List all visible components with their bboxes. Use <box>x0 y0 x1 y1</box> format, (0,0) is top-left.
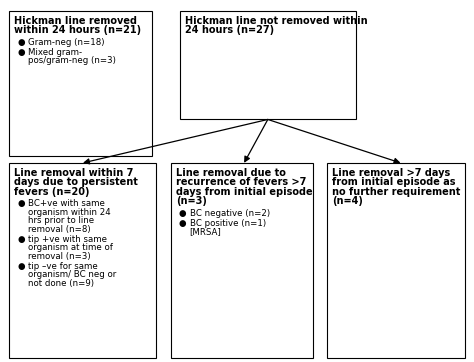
Text: Mixed gram-: Mixed gram- <box>28 48 82 57</box>
Text: ●: ● <box>179 209 186 218</box>
Text: BC positive (n=1): BC positive (n=1) <box>190 219 266 228</box>
Text: organism within 24: organism within 24 <box>28 208 111 217</box>
Text: ●: ● <box>18 38 25 47</box>
Text: pos/gram-neg (n=3): pos/gram-neg (n=3) <box>28 56 116 66</box>
Bar <box>9 11 152 156</box>
Text: organism at time of: organism at time of <box>28 243 113 252</box>
Text: hrs prior to line: hrs prior to line <box>28 216 95 226</box>
Text: BC negative (n=2): BC negative (n=2) <box>190 209 270 218</box>
Text: removal (n=8): removal (n=8) <box>28 225 91 234</box>
Text: ●: ● <box>18 235 25 244</box>
Text: not done (n=9): not done (n=9) <box>28 279 94 288</box>
Text: ●: ● <box>18 199 25 209</box>
Text: Line removal >7 days: Line removal >7 days <box>332 168 450 178</box>
Text: [MRSA]: [MRSA] <box>190 227 221 236</box>
Text: Hickman line not removed within: Hickman line not removed within <box>185 16 368 26</box>
Text: no further requirement: no further requirement <box>332 187 460 197</box>
Text: tip –ve for same: tip –ve for same <box>28 262 98 271</box>
Text: ●: ● <box>18 48 25 57</box>
Bar <box>327 163 465 358</box>
Text: recurrence of fevers >7: recurrence of fevers >7 <box>176 177 306 188</box>
Text: tip +ve with same: tip +ve with same <box>28 235 108 244</box>
Bar <box>9 163 156 358</box>
Text: from initial episode as: from initial episode as <box>332 177 456 188</box>
Text: fevers (n=20): fevers (n=20) <box>15 187 90 197</box>
Text: Gram-neg (n=18): Gram-neg (n=18) <box>28 38 105 47</box>
Text: 24 hours (n=27): 24 hours (n=27) <box>185 25 274 35</box>
Text: Hickman line removed: Hickman line removed <box>15 16 137 26</box>
Text: (n=4): (n=4) <box>332 197 363 206</box>
Bar <box>180 11 356 119</box>
Text: days from initial episode: days from initial episode <box>176 187 312 197</box>
Text: removal (n=3): removal (n=3) <box>28 252 91 261</box>
Text: ●: ● <box>18 262 25 271</box>
Text: Line removal within 7: Line removal within 7 <box>15 168 134 178</box>
Text: ●: ● <box>179 219 186 228</box>
Text: BC+ve with same: BC+ve with same <box>28 199 105 209</box>
Text: within 24 hours (n=21): within 24 hours (n=21) <box>15 25 142 35</box>
Text: days due to persistent: days due to persistent <box>15 177 138 188</box>
Bar <box>171 163 313 358</box>
Text: Line removal due to: Line removal due to <box>176 168 285 178</box>
Text: (n=3): (n=3) <box>176 197 207 206</box>
Text: organism/ BC neg or: organism/ BC neg or <box>28 270 117 279</box>
